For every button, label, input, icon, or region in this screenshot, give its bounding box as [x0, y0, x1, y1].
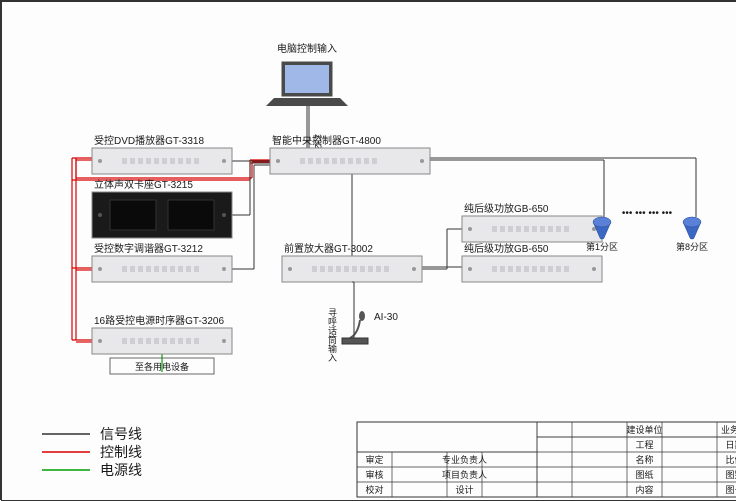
svg-text:第8分区: 第8分区	[676, 241, 708, 252]
svg-text:图纸: 图纸	[635, 469, 653, 480]
svg-text:控制线: 控制线	[100, 444, 142, 460]
svg-text:业务号: 业务号	[721, 424, 736, 435]
svg-text:图号: 图号	[725, 485, 736, 495]
svg-text:审核: 审核	[365, 469, 383, 480]
svg-text:校对: 校对	[365, 484, 383, 495]
svg-text:日期: 日期	[725, 440, 736, 450]
svg-text:审定: 审定	[365, 454, 383, 465]
svg-text:智能中央控制器GT-4800: 智能中央控制器GT-4800	[272, 134, 381, 147]
svg-text:AI-30: AI-30	[374, 312, 398, 323]
svg-text:16路受控电源时序器GT-3206: 16路受控电源时序器GT-3206	[94, 314, 224, 327]
svg-text:信号线: 信号线	[100, 426, 142, 442]
svg-text:电源线: 电源线	[100, 462, 142, 478]
svg-text:至各用电设备: 至各用电设备	[135, 361, 189, 372]
svg-text:内容: 内容	[635, 484, 653, 495]
svg-text:设计: 设计	[455, 484, 473, 495]
svg-text:前置放大器GT-3002: 前置放大器GT-3002	[284, 242, 373, 255]
svg-text:••• ••• ••• •••: ••• ••• ••• •••	[622, 208, 673, 219]
svg-text:纯后级功放GB-650: 纯后级功放GB-650	[464, 242, 549, 255]
svg-text:受控DVD播放器GT-3318: 受控DVD播放器GT-3318	[94, 134, 204, 147]
svg-text:纯后级功放GB-650: 纯后级功放GB-650	[464, 202, 549, 215]
svg-text:工程: 工程	[635, 440, 653, 450]
svg-text:寻呼话筒输入: 寻呼话筒输入	[327, 308, 337, 362]
svg-text:立体声双卡座GT-3215: 立体声双卡座GT-3215	[94, 178, 193, 191]
svg-text:专业负责人: 专业负责人	[442, 454, 487, 465]
svg-text:图别: 图别	[725, 470, 736, 480]
svg-text:比例: 比例	[725, 454, 736, 465]
svg-text:建设单位: 建设单位	[626, 424, 662, 435]
diagram-canvas: 电脑控制输入232接口受控DVD播放器GT-3318立体声双卡座GT-3215受…	[2, 2, 736, 501]
svg-text:名称: 名称	[635, 454, 653, 465]
svg-text:电脑控制输入: 电脑控制输入	[277, 42, 337, 55]
svg-text:项目负责人: 项目负责人	[442, 469, 487, 480]
svg-text:第1分区: 第1分区	[586, 241, 618, 252]
svg-text:受控数字调谐器GT-3212: 受控数字调谐器GT-3212	[94, 242, 203, 255]
